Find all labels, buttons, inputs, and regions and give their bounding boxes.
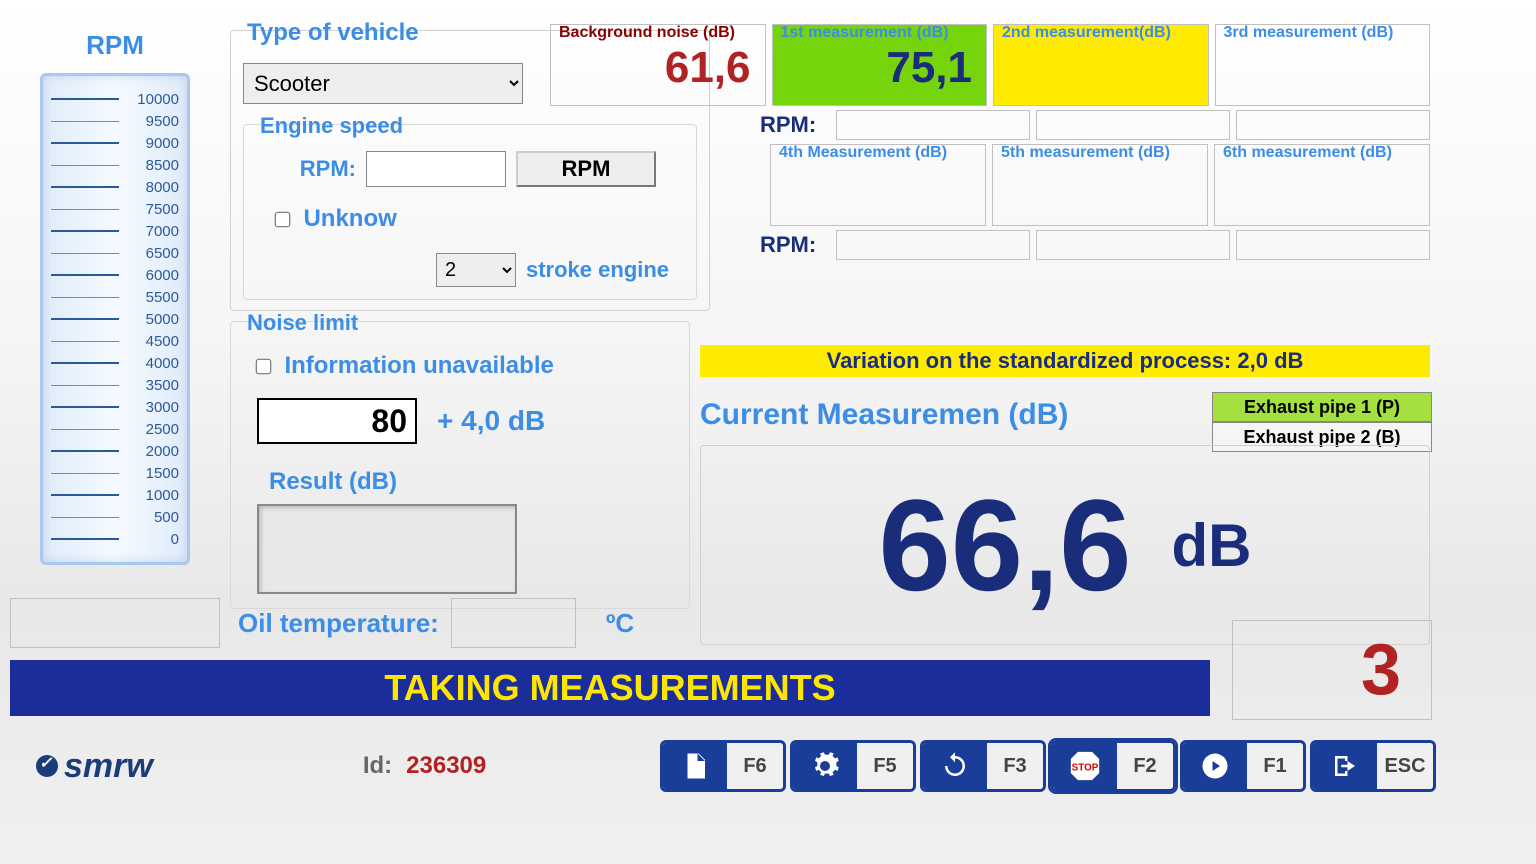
fkey-label: ESC	[1377, 743, 1433, 789]
rpm-box-1	[836, 110, 1030, 140]
measurement-5-box: 5th measurement (dB)	[992, 144, 1208, 226]
stroke-label: stroke engine	[526, 257, 669, 283]
stop-icon: STOP	[1053, 743, 1117, 789]
fkey-label: F3	[987, 743, 1043, 789]
oil-temperature-value-box	[451, 598, 576, 648]
current-measurement-label: Current Measuremen (dB)	[700, 398, 1068, 432]
result-box	[257, 504, 517, 594]
file-icon	[663, 743, 727, 789]
brand-icon	[36, 755, 58, 777]
rpm-box-5	[1036, 230, 1230, 260]
sync-icon	[923, 743, 987, 789]
id-value: 236309	[406, 752, 486, 780]
exhaust-pipe-1-button[interactable]: Exhaust pipe 1 (P)	[1212, 392, 1432, 422]
fkey-label: F6	[727, 743, 783, 789]
measurement-1-box: 1st measurement (dB) 75,1	[772, 24, 988, 106]
rpm-gauge: 1000095009000850080007500700065006000550…	[40, 73, 190, 565]
engine-speed-label: Engine speed	[254, 113, 409, 139]
id-label: Id:	[363, 752, 392, 780]
rpm-title: RPM	[40, 30, 190, 61]
rpm-input[interactable]	[366, 151, 506, 187]
noise-limit-group: Noise limit Information unavailable + 4,…	[230, 321, 690, 609]
fkey-f3[interactable]: F3	[920, 740, 1046, 792]
status-bar: TAKING MEASUREMENTS	[10, 660, 1210, 716]
rpm-panel: RPM 100009500900085008000750070006500600…	[40, 30, 190, 565]
background-noise-box: Background noise (dB) 61,6	[550, 24, 766, 106]
measurement-grid: Background noise (dB) 61,6 1st measureme…	[550, 24, 1430, 260]
fkey-f2[interactable]: STOP F2	[1050, 740, 1176, 792]
svg-text:STOP: STOP	[1072, 762, 1099, 773]
stroke-select[interactable]: 2	[436, 253, 516, 287]
current-measurement-unit: dB	[1172, 511, 1252, 580]
exit-icon	[1313, 743, 1377, 789]
current-measurement-area: 66,6 dB	[700, 445, 1430, 645]
variation-bar: Variation on the standardized process: 2…	[700, 345, 1430, 377]
unknown-checkbox[interactable]	[275, 212, 291, 228]
fkey-esc[interactable]: ESC	[1310, 740, 1436, 792]
play-icon	[1183, 743, 1247, 789]
rpm-row2-label: RPM:	[760, 232, 830, 258]
fkey-label: F5	[857, 743, 913, 789]
gear-icon	[793, 743, 857, 789]
rpm-box-2	[1036, 110, 1230, 140]
oil-temperature-row: Oil temperature: ºC	[10, 598, 634, 648]
brand-logo: smrw	[36, 747, 153, 786]
oil-temperature-label: Oil temperature:	[238, 608, 439, 639]
footer: smrw Id: 236309 F6 F5 F3 STOP F2 F1 ESC	[36, 740, 1436, 792]
fkey-label: F1	[1247, 743, 1303, 789]
countdown-box: 3	[1232, 620, 1432, 720]
oil-temperature-unit: ºC	[606, 608, 634, 639]
noise-plus-label: + 4,0 dB	[437, 405, 545, 437]
info-unavailable-checkbox[interactable]	[256, 359, 272, 375]
fkey-label: F2	[1117, 743, 1173, 789]
measurement-2-box: 2nd measurement(dB)	[993, 24, 1209, 106]
rpm-box-6	[1236, 230, 1430, 260]
measurement-4-box: 4th Measurement (dB)	[770, 144, 986, 226]
noise-limit-input[interactable]	[257, 398, 417, 444]
measurement-6-box: 6th measurement (dB)	[1214, 144, 1430, 226]
vehicle-type-select[interactable]: Scooter	[243, 63, 523, 104]
fkey-f1[interactable]: F1	[1180, 740, 1306, 792]
rpm-box-3	[1236, 110, 1430, 140]
countdown-value: 3	[1361, 629, 1401, 711]
info-unavailable-label: Information unavailable	[284, 352, 553, 379]
result-label: Result (dB)	[269, 468, 675, 496]
fkey-f5[interactable]: F5	[790, 740, 916, 792]
rpm-row1-label: RPM:	[760, 112, 830, 138]
oil-box-left	[10, 598, 220, 648]
exhaust-pipes: Exhaust pipe 1 (P) Exhaust pipe 2 (B)	[1212, 392, 1432, 452]
vehicle-type-label: Type of vehicle	[241, 19, 425, 47]
function-keys: F6 F5 F3 STOP F2 F1 ESC	[660, 740, 1436, 792]
noise-limit-label: Noise limit	[241, 310, 364, 336]
rpm-field-label: RPM:	[256, 156, 356, 182]
fkey-f6[interactable]: F6	[660, 740, 786, 792]
unknown-label: Unknow	[303, 205, 396, 232]
measurement-3-box: 3rd measurement (dB)	[1215, 24, 1431, 106]
rpm-box-4	[836, 230, 1030, 260]
current-measurement-value: 66,6	[878, 470, 1131, 620]
